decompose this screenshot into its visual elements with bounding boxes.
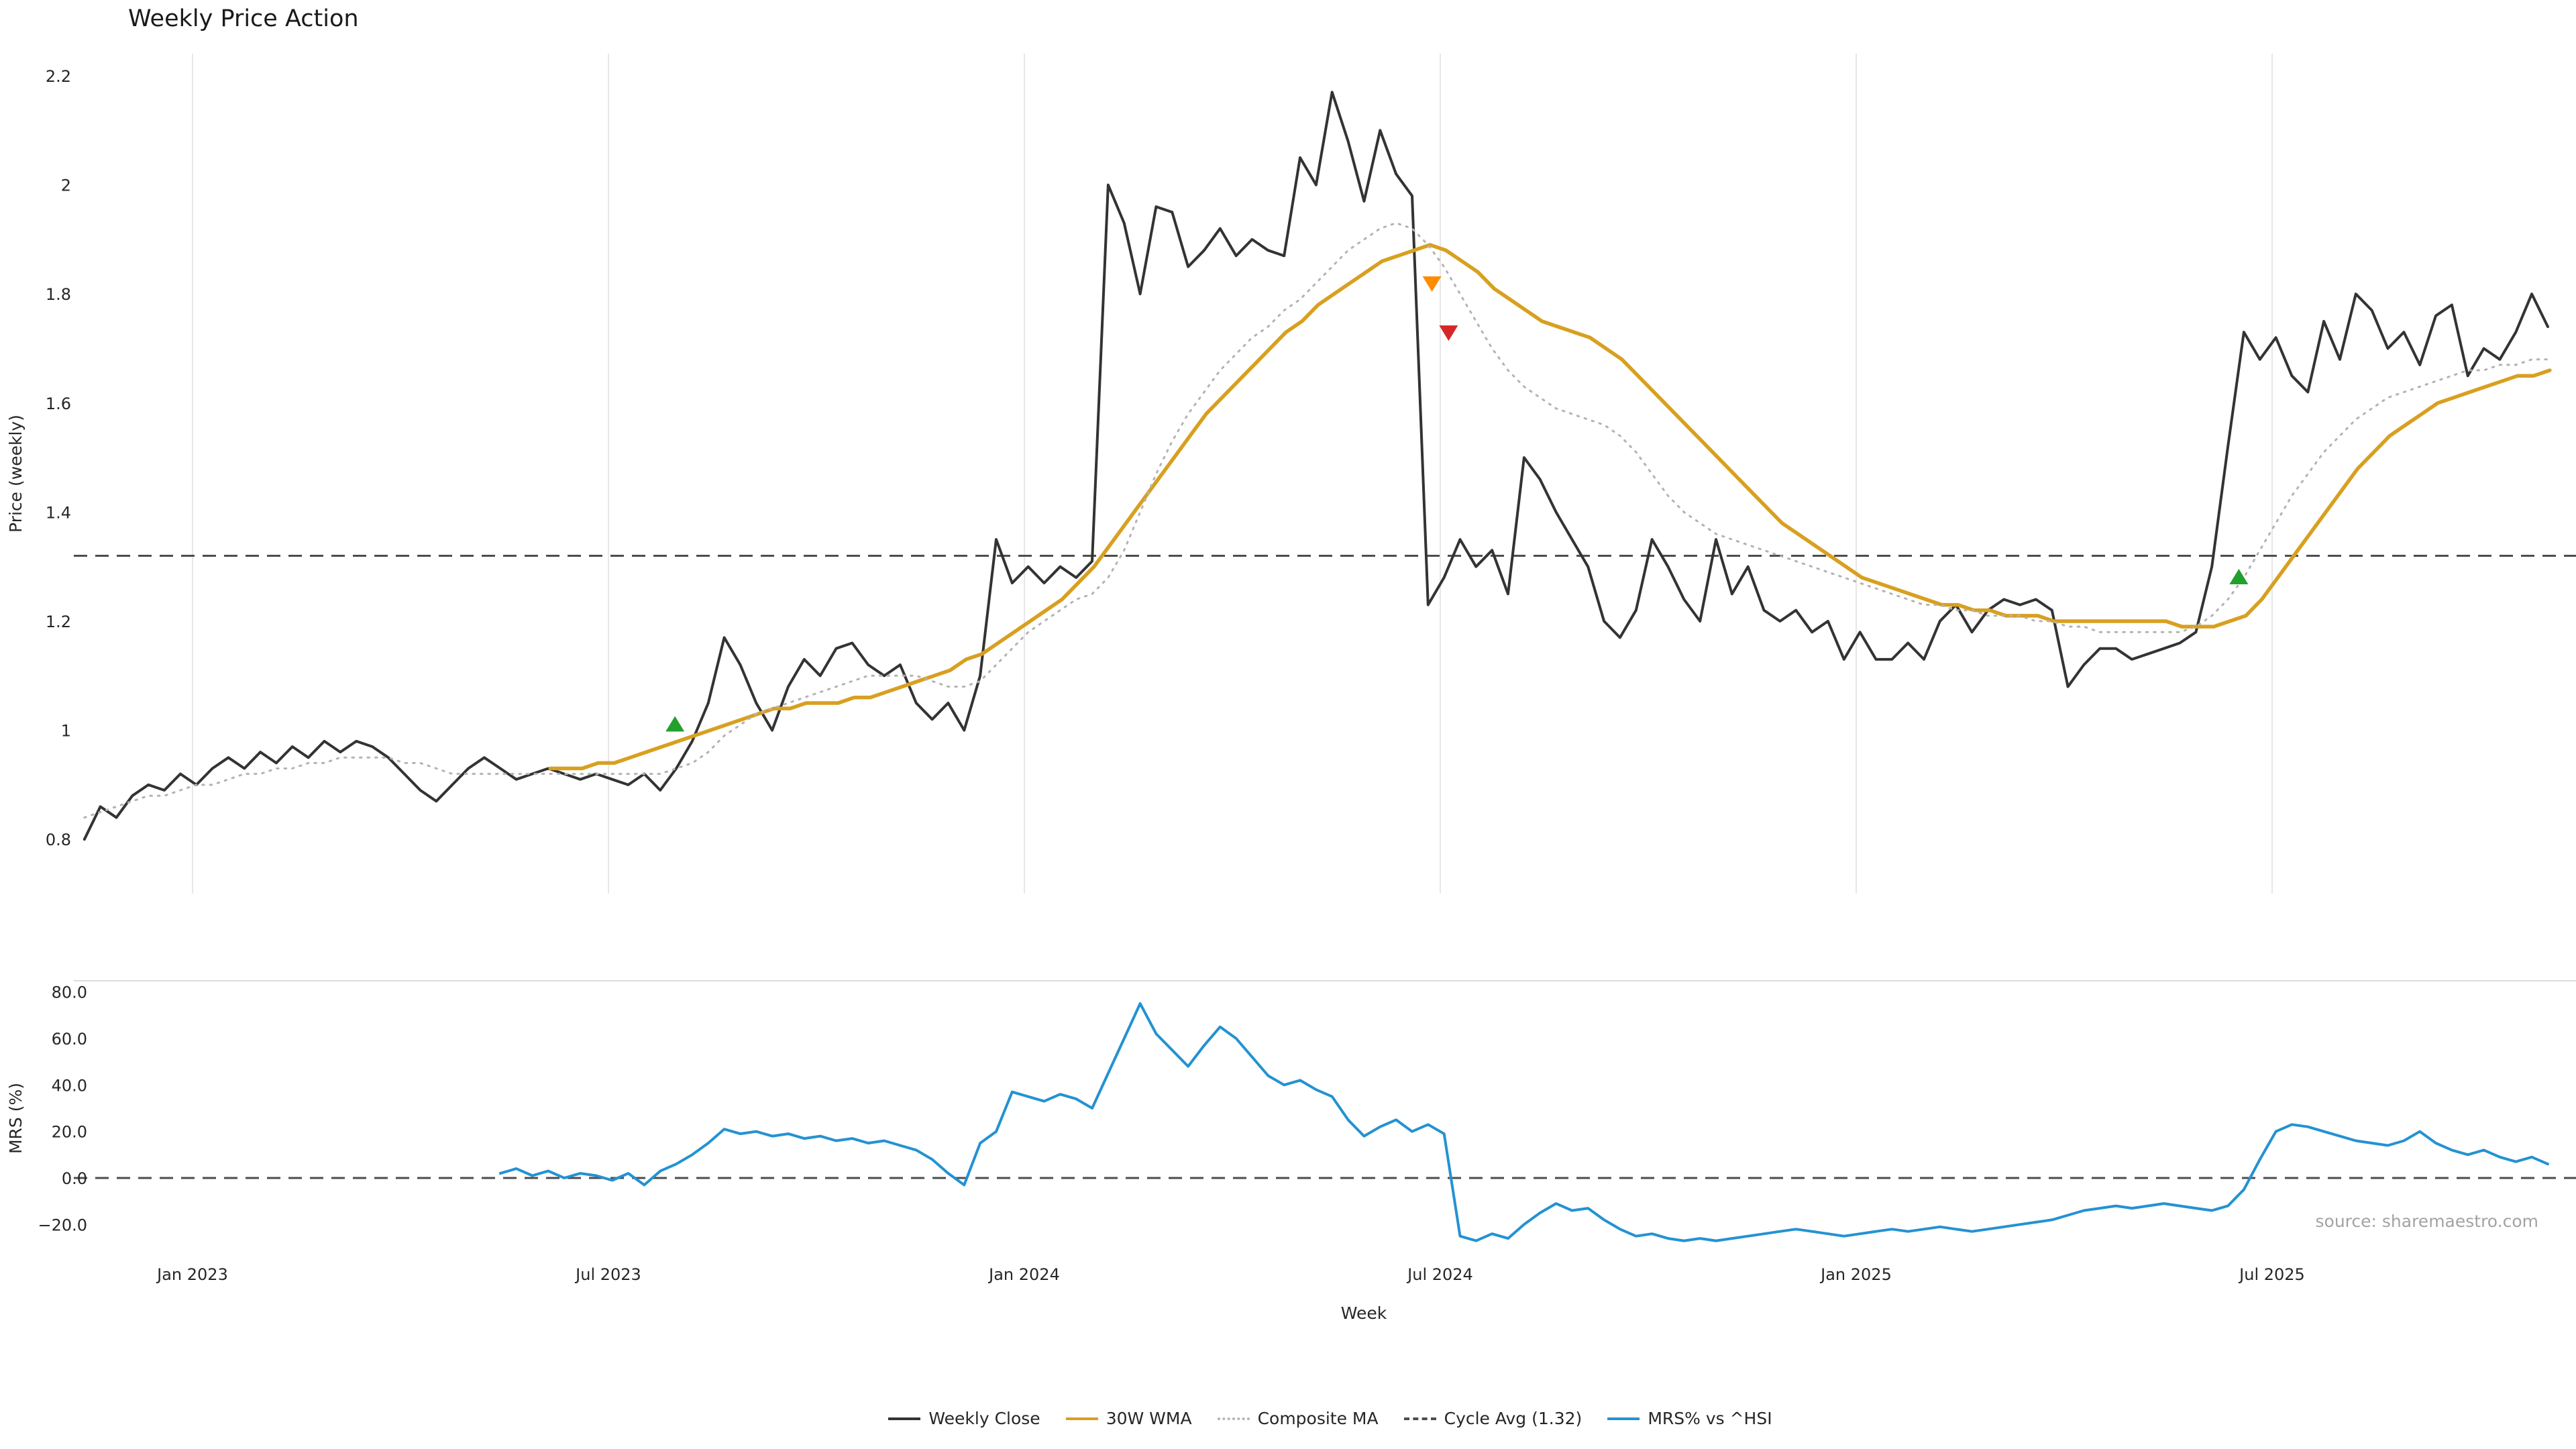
legend-item: Weekly Close xyxy=(888,1409,1040,1428)
x-tick-label: Jul 2023 xyxy=(574,1265,641,1284)
y-tick-label: 2.2 xyxy=(46,67,71,86)
legend-label: Weekly Close xyxy=(928,1409,1040,1428)
legend-item: Composite MA xyxy=(1217,1409,1379,1428)
y-tick-label: 0.8 xyxy=(46,830,71,849)
y-tick-label: −20.0 xyxy=(38,1216,87,1234)
y-axis-label: MRS (%) xyxy=(6,1083,25,1154)
series-line-weekly-close xyxy=(83,91,2549,841)
y-tick-label: 2 xyxy=(61,176,71,195)
y-tick-label: 1.4 xyxy=(46,503,71,522)
x-axis-label: Week xyxy=(1341,1303,1387,1323)
triangle-down-marker xyxy=(1422,276,1442,292)
x-tick-label: Jan 2023 xyxy=(156,1265,228,1284)
y-tick-label: 1.6 xyxy=(46,394,71,413)
triangle-down-marker xyxy=(1439,325,1458,341)
legend-line-sample xyxy=(1065,1417,1098,1420)
legend: Weekly Close 30W WMA Composite MA Cycle Avg… xyxy=(85,1409,2576,1428)
legend-item: Cycle Avg (1.32) xyxy=(1403,1409,1582,1428)
legend-line-sample xyxy=(1403,1417,1436,1420)
y-tick-label: 1.8 xyxy=(46,285,71,304)
y-axis-label: Price (weekly) xyxy=(6,415,25,533)
y-tick-label: 60.0 xyxy=(52,1030,87,1049)
legend-item: MRS% vs ^HSI xyxy=(1607,1409,1772,1428)
x-tick-label: Jan 2024 xyxy=(987,1265,1060,1284)
source-credit: source: sharemaestro.com xyxy=(2315,1212,2539,1231)
triangle-up-marker xyxy=(2229,568,2249,584)
x-tick-label: Jul 2024 xyxy=(1406,1265,1473,1284)
x-tick-label: Jan 2025 xyxy=(1819,1265,1892,1284)
x-tick-label: Jul 2025 xyxy=(2238,1265,2305,1284)
triangle-up-marker xyxy=(665,716,685,732)
y-tick-label: 0.0 xyxy=(62,1169,87,1188)
y-tick-label: 20.0 xyxy=(52,1123,87,1142)
series-line-30w-wma xyxy=(548,243,2552,771)
legend-line-sample xyxy=(1217,1417,1250,1420)
legend-line-sample xyxy=(888,1417,921,1420)
legend-line-sample xyxy=(1607,1417,1640,1420)
legend-label: MRS% vs ^HSI xyxy=(1648,1409,1772,1428)
series-line-mrs-vs-hsi xyxy=(498,1002,2549,1242)
y-tick-label: 80.0 xyxy=(52,983,87,1002)
legend-item: 30W WMA xyxy=(1065,1409,1192,1428)
legend-label: Cycle Avg (1.32) xyxy=(1444,1409,1582,1428)
legend-label: Composite MA xyxy=(1257,1409,1379,1428)
legend-label: 30W WMA xyxy=(1106,1409,1192,1428)
y-tick-label: 1.2 xyxy=(46,612,71,631)
y-tick-label: 40.0 xyxy=(52,1076,87,1095)
y-tick-label: 1 xyxy=(61,722,71,741)
series-line-composite-ma xyxy=(83,222,2549,819)
chart-title: Weekly Price Action xyxy=(128,5,359,32)
